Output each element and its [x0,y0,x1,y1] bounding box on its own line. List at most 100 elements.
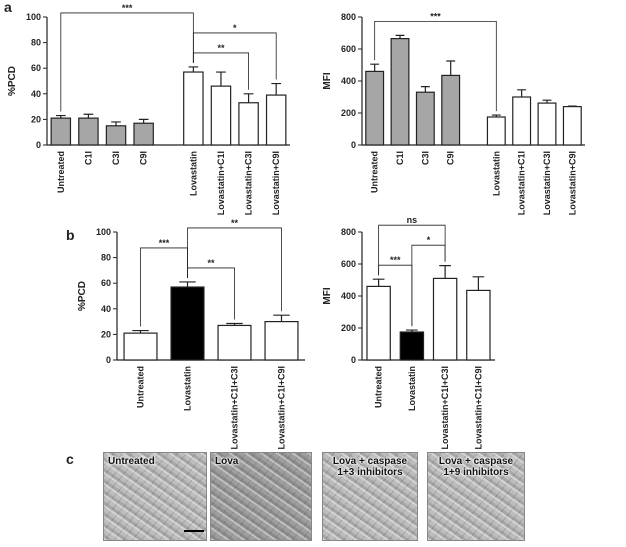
bar [365,70,385,146]
y-tick-label: 20 [101,329,111,339]
y-tick-label: 0 [351,355,356,365]
x-tick-label: Lovastatin+C9I [567,151,577,215]
error-bar [138,118,149,124]
error-bar [491,114,501,117]
x-tick-label: Lovastatin [491,151,501,196]
bar [123,332,158,361]
significance-bracket [60,12,194,112]
error-bar [372,278,385,287]
y-tick-label: 0 [36,140,41,150]
y-tick-label: 200 [341,323,356,333]
bar [265,94,287,146]
y-tick-label: 0 [351,140,356,150]
y-axis-label: %PCD [7,66,18,96]
significance-label: * [233,23,237,33]
micrograph: Untreated [103,452,207,541]
bar [486,116,506,146]
bar [133,122,154,146]
x-tick-label: Lovastatin+C1I [216,151,226,215]
y-tick-label: 100 [96,227,111,237]
y-tick-label: 800 [341,12,356,22]
x-tick-label: C3I [420,151,430,165]
y-tick-label: 400 [341,291,356,301]
error-bar [132,329,149,334]
error-bar [216,71,226,87]
significance-label: * [427,235,431,245]
micrograph: Lova + caspase 1+9 inhibitors [427,452,525,541]
error-bar [472,276,485,291]
micrograph: Lova [210,452,312,541]
y-tick-label: 60 [31,63,41,73]
y-tick-label: 800 [341,227,356,237]
error-bar [439,265,451,279]
bar [264,321,299,361]
significance-bracket [192,32,277,80]
panel-label: c [66,451,74,467]
x-tick-label: C9I [139,151,149,165]
significance-label: ** [217,43,225,53]
bar [170,286,205,361]
y-tick-label: 20 [31,114,41,124]
micrograph-label: Lova [215,456,239,467]
significance-label: ns [407,215,418,225]
bar [537,102,557,146]
micrograph-label: Lova + caspase 1+9 inhibitors [438,456,514,478]
significance-bracket [374,21,497,112]
error-bar [55,114,66,119]
bar [432,277,458,361]
panel-label: a [4,0,12,15]
y-tick-label: 200 [341,108,356,118]
x-tick-label: Lovastatin+C1I+C3I [230,366,240,450]
error-bar [542,99,552,104]
y-axis-label: %PCD [77,281,88,311]
error-bar [446,60,456,76]
error-bar [370,63,380,72]
error-bar [243,93,254,103]
x-tick-label: Lovastatin [188,151,198,196]
bar [466,289,491,361]
bar [78,117,99,146]
x-tick-label: Untreated [370,151,380,193]
x-tick-label: Lovastatin [407,366,417,411]
bar [512,96,532,146]
y-axis-label: MFI [322,72,333,89]
y-tick-label: 0 [106,355,111,365]
bar [399,331,425,361]
x-tick-label: C1I [395,151,405,165]
x-tick-label: C1I [83,151,93,165]
error-bar [395,34,405,39]
bar [390,37,410,146]
y-tick-label: 600 [341,259,356,269]
error-bar [188,66,199,73]
x-tick-label: Untreated [136,366,146,408]
error-bar [83,113,94,119]
x-tick-label: Lovastatin+C1I+C9I [277,366,287,450]
panel-label: b [66,227,75,243]
significance-label: *** [390,255,401,265]
error-bar [273,314,290,322]
significance-label: ** [231,218,239,228]
x-tick-label: Lovastatin+C1I+C3I [440,366,450,450]
bar [210,85,232,146]
x-tick-label: Lovastatin+C3I [244,151,254,215]
micrograph-label: Untreated [108,456,155,467]
bar [105,125,127,146]
bar [441,74,461,146]
y-tick-label: 400 [341,76,356,86]
x-tick-label: Lovastatin+C1I+C9I [473,366,483,450]
y-tick-label: 40 [101,304,111,314]
bar [366,285,391,361]
error-bar [226,322,243,326]
significance-bracket [187,227,282,312]
bar [562,105,582,146]
error-bar [517,89,527,97]
significance-label: *** [159,238,170,248]
x-tick-label: Lovastatin+C1I [517,151,527,215]
y-tick-label: 40 [31,89,41,99]
scale-bar [184,530,204,532]
significance-label: *** [430,11,441,21]
y-tick-label: 60 [101,278,111,288]
significance-label: *** [122,3,133,13]
error-bar [179,281,196,288]
